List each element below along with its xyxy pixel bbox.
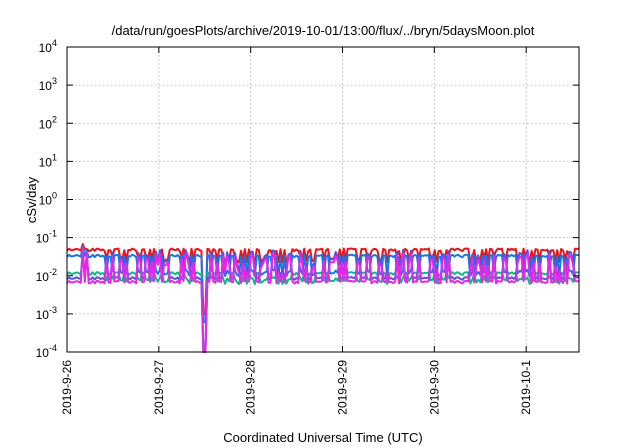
y-tick-exponent: 1 (52, 152, 57, 162)
y-tick-label: 104 (39, 38, 57, 55)
y-tick-exponent: -2 (49, 267, 57, 277)
x-tick-label: 2019-9-27 (152, 360, 166, 415)
y-tick-label: 10-1 (36, 229, 57, 246)
y-tick-label: 10-4 (36, 343, 57, 360)
x-axis-label: Coordinated Universal Time (UTC) (223, 430, 422, 445)
x-tick-label: 2019-9-28 (244, 360, 258, 415)
y-tick-base: 10 (36, 232, 50, 246)
y-tick-label: 103 (39, 76, 57, 93)
x-tick-label: 2019-10-1 (519, 360, 533, 415)
series-line (66, 245, 580, 324)
y-tick-exponent: 3 (52, 76, 57, 86)
y-tick-base: 10 (39, 117, 53, 131)
y-tick-exponent: 4 (52, 38, 57, 48)
y-tick-label: 10-2 (36, 267, 57, 284)
x-tick-label: 2019-9-26 (60, 360, 74, 415)
y-tick-base: 10 (39, 194, 53, 208)
y-tick-base: 10 (39, 155, 53, 169)
y-tick-base: 10 (36, 346, 50, 360)
y-tick-label: 10-3 (36, 305, 57, 322)
y-tick-exponent: -4 (49, 343, 57, 353)
x-tick-label: 2019-9-30 (427, 360, 441, 415)
y-tick-base: 10 (36, 308, 50, 322)
y-tick-label: 102 (39, 114, 57, 131)
tick-layer: 10-410-310-210-11001011021031042019-9-26… (36, 38, 579, 415)
x-tick-label: 2019-9-29 (336, 360, 350, 415)
y-tick-exponent: -3 (49, 305, 57, 315)
y-tick-base: 10 (39, 79, 53, 93)
y-tick-exponent: 0 (52, 191, 57, 201)
y-tick-base: 10 (36, 270, 50, 284)
series-layer (66, 243, 580, 353)
y-tick-label: 100 (39, 191, 57, 208)
grid-layer (67, 47, 579, 352)
y-axis-label: cSv/day (24, 176, 39, 223)
y-tick-base: 10 (39, 41, 53, 55)
y-tick-label: 101 (39, 152, 57, 169)
chart-title: /data/run/goesPlots/archive/2019-10-01/1… (112, 23, 535, 38)
series-line (66, 246, 579, 353)
y-tick-exponent: -1 (49, 229, 57, 239)
y-tick-exponent: 2 (52, 114, 57, 124)
